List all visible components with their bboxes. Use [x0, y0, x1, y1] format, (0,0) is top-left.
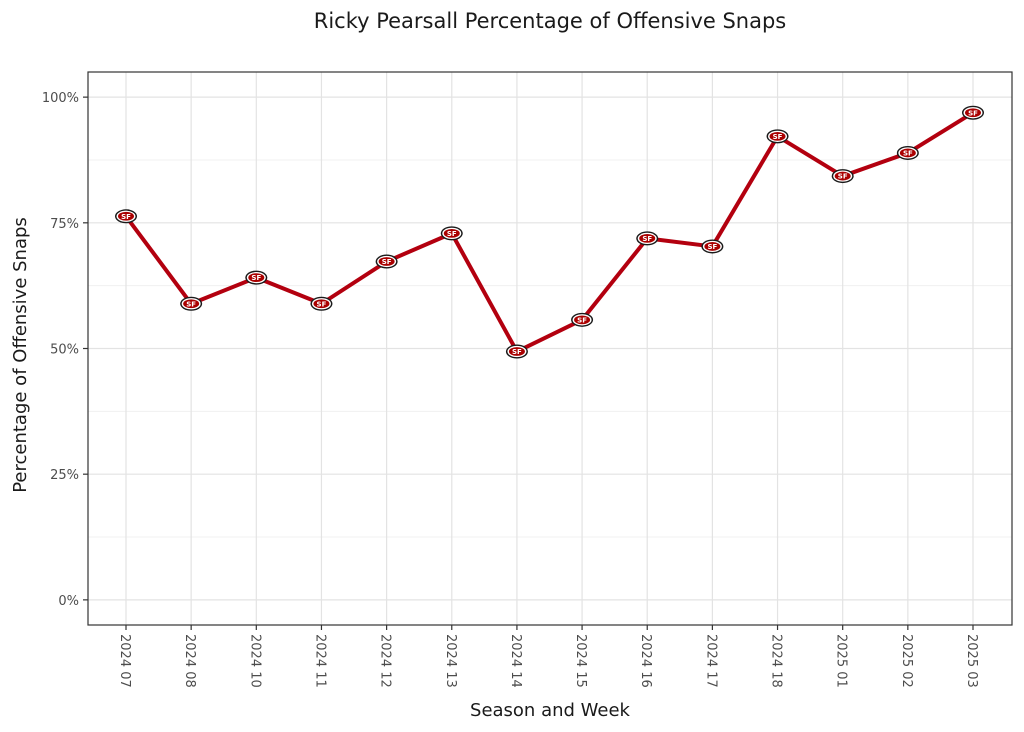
- data-point-marker: SF: [571, 312, 594, 327]
- x-tick-label: 2024 16: [638, 634, 653, 688]
- marker-inner: [704, 242, 721, 251]
- y-tick-label: 100%: [42, 91, 79, 106]
- x-tick-label: 2024 15: [573, 634, 588, 688]
- series-layer: SF SF SF SF SF SF SF SF SF SF SF SF SF SF: [115, 105, 984, 359]
- marker-logo-text: SF: [968, 109, 978, 117]
- data-point-marker: SF: [440, 226, 463, 241]
- data-point-marker: SF: [375, 254, 398, 269]
- marker-logo-text: SF: [317, 300, 327, 308]
- marker-logo-text: SF: [838, 173, 848, 181]
- marker-logo-text: SF: [707, 243, 717, 251]
- x-tick-label: 2024 10: [247, 634, 262, 688]
- data-point-marker: SF: [636, 231, 659, 246]
- data-point-marker: SF: [896, 145, 919, 160]
- marker-logo-text: SF: [773, 133, 783, 141]
- marker-inner: [378, 257, 395, 266]
- marker-logo-text: SF: [903, 150, 913, 158]
- marker-logo-text: SF: [642, 235, 652, 243]
- x-tick-label: 2025 02: [899, 634, 914, 688]
- y-tick-label: 0%: [58, 594, 79, 609]
- data-point-marker: SF: [505, 344, 528, 359]
- data-point-marker: SF: [701, 239, 724, 254]
- series-line: [124, 110, 975, 354]
- x-tick-label: 2024 07: [117, 634, 132, 688]
- x-tick-label: 2024 08: [182, 634, 197, 688]
- marker-inner: [639, 234, 656, 243]
- chart-title: Ricky Pearsall Percentage of Offensive S…: [314, 9, 787, 33]
- marker-inner: [965, 108, 981, 118]
- marker-logo-text: SF: [251, 274, 261, 282]
- marker-inner: [834, 171, 851, 181]
- plot-panel: [87, 71, 1013, 626]
- marker-inner: [443, 228, 460, 238]
- marker-inner: [899, 148, 916, 158]
- x-axis-title: Season and Week: [470, 700, 631, 721]
- axes: 0% 25% 50% 75% 100% 2024 07 2024 08 2024 10 2024…: [42, 91, 979, 688]
- marker-inner: [574, 315, 591, 325]
- data-point-marker: SF: [180, 296, 203, 311]
- x-tick-label: 2024 11: [312, 634, 327, 688]
- marker-logo-text: SF: [447, 230, 457, 238]
- grid: [88, 72, 1012, 625]
- x-tick-label: 2025 03: [964, 634, 979, 688]
- marker-logo-text: SF: [382, 258, 392, 266]
- data-point-marker: SF: [962, 105, 984, 120]
- marker-logo-text: SF: [577, 316, 587, 324]
- y-tick-label: 25%: [50, 468, 79, 483]
- marker-inner: [183, 299, 200, 309]
- y-tick-label: 50%: [50, 343, 79, 358]
- marker-inner: [118, 211, 134, 221]
- data-point-marker: SF: [310, 296, 333, 311]
- x-tick-label: 2024 12: [378, 634, 393, 688]
- data-point-marker: SF: [831, 169, 854, 184]
- marker-logo-text: SF: [512, 348, 522, 356]
- data-point-marker: SF: [115, 209, 137, 224]
- x-tick-label: 2024 13: [443, 634, 458, 688]
- x-tick-label: 2024 17: [703, 634, 718, 688]
- marker-inner: [508, 347, 525, 356]
- y-tick-label: 75%: [50, 217, 79, 232]
- marker-logo-text: SF: [121, 213, 131, 221]
- data-point-marker: SF: [766, 129, 789, 144]
- x-tick-label: 2025 01: [834, 634, 849, 688]
- marker-logo-text: SF: [186, 300, 196, 308]
- x-tick-label: 2024 14: [508, 634, 523, 688]
- x-tick-label: 2024 18: [769, 634, 784, 688]
- marker-inner: [313, 299, 330, 309]
- y-axis-title: Percentage of Offensive Snaps: [10, 217, 31, 493]
- marker-inner: [248, 273, 265, 283]
- data-point-marker: SF: [245, 270, 268, 285]
- marker-inner: [769, 131, 786, 141]
